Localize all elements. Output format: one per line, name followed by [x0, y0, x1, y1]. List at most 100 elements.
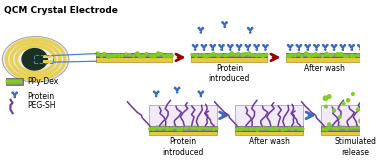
Circle shape: [318, 54, 320, 56]
Circle shape: [250, 29, 251, 31]
Circle shape: [117, 54, 121, 57]
Circle shape: [199, 54, 201, 56]
Circle shape: [338, 115, 341, 118]
Circle shape: [323, 96, 328, 100]
Circle shape: [235, 54, 237, 56]
Circle shape: [245, 45, 246, 46]
Circle shape: [325, 49, 326, 50]
Circle shape: [332, 126, 335, 130]
Circle shape: [281, 128, 284, 131]
Circle shape: [203, 46, 204, 48]
Circle shape: [363, 106, 367, 110]
Circle shape: [325, 46, 326, 48]
Circle shape: [259, 53, 262, 56]
Circle shape: [318, 45, 319, 46]
Circle shape: [235, 128, 238, 131]
Circle shape: [277, 127, 279, 130]
Circle shape: [316, 46, 318, 48]
Bar: [321, 131, 378, 135]
Circle shape: [193, 126, 197, 129]
Circle shape: [261, 54, 265, 58]
Text: QCM Crystal Electrode: QCM Crystal Electrode: [4, 6, 118, 15]
Circle shape: [222, 22, 223, 23]
Circle shape: [260, 126, 263, 130]
Circle shape: [194, 54, 198, 57]
Bar: [191, 53, 267, 57]
Circle shape: [194, 46, 195, 48]
Circle shape: [177, 92, 178, 93]
Circle shape: [300, 45, 302, 46]
Circle shape: [367, 115, 370, 119]
Circle shape: [293, 54, 296, 57]
Circle shape: [358, 45, 359, 46]
Circle shape: [360, 46, 361, 48]
Circle shape: [224, 54, 226, 57]
Circle shape: [174, 87, 176, 89]
Circle shape: [324, 105, 327, 108]
Circle shape: [132, 55, 134, 57]
Circle shape: [12, 80, 15, 83]
Circle shape: [350, 127, 352, 129]
Circle shape: [327, 45, 328, 46]
Circle shape: [212, 46, 213, 48]
Circle shape: [156, 93, 157, 94]
Circle shape: [212, 128, 215, 130]
Circle shape: [107, 55, 110, 58]
Circle shape: [155, 93, 156, 94]
Circle shape: [17, 80, 19, 83]
Circle shape: [298, 49, 299, 50]
Circle shape: [156, 52, 160, 56]
Circle shape: [336, 53, 339, 56]
Circle shape: [325, 52, 328, 56]
Bar: [321, 105, 378, 126]
Bar: [235, 126, 304, 131]
Circle shape: [350, 54, 354, 57]
Circle shape: [226, 53, 229, 56]
Circle shape: [321, 55, 324, 57]
Circle shape: [263, 126, 266, 130]
Circle shape: [177, 89, 178, 90]
Circle shape: [288, 127, 291, 129]
Circle shape: [291, 45, 293, 46]
Circle shape: [289, 46, 290, 48]
Circle shape: [136, 52, 139, 55]
Circle shape: [249, 45, 251, 46]
Circle shape: [344, 45, 345, 46]
Circle shape: [10, 80, 13, 83]
Circle shape: [200, 32, 201, 33]
Circle shape: [179, 127, 183, 131]
Circle shape: [315, 46, 317, 48]
Circle shape: [152, 54, 156, 58]
Circle shape: [255, 54, 258, 57]
Circle shape: [239, 46, 240, 48]
Circle shape: [198, 127, 201, 130]
Circle shape: [264, 46, 266, 48]
Circle shape: [249, 128, 252, 130]
Circle shape: [351, 49, 352, 50]
Circle shape: [221, 49, 222, 50]
Circle shape: [359, 119, 363, 123]
Circle shape: [212, 46, 214, 48]
Circle shape: [205, 54, 208, 58]
Circle shape: [216, 53, 220, 57]
Circle shape: [333, 46, 335, 48]
Text: PEG-SH: PEG-SH: [27, 101, 56, 110]
Circle shape: [170, 127, 173, 130]
Circle shape: [214, 45, 215, 46]
Circle shape: [156, 96, 157, 97]
Circle shape: [248, 46, 249, 48]
Circle shape: [223, 23, 225, 25]
Circle shape: [307, 49, 308, 50]
Circle shape: [362, 45, 363, 46]
Circle shape: [256, 49, 257, 50]
Bar: [321, 126, 378, 131]
Circle shape: [347, 55, 349, 57]
Circle shape: [339, 125, 342, 129]
Circle shape: [14, 96, 15, 98]
Circle shape: [249, 29, 251, 31]
Circle shape: [220, 53, 222, 56]
Circle shape: [287, 54, 290, 58]
Circle shape: [14, 94, 15, 95]
Text: Stimulated
release: Stimulated release: [335, 137, 376, 157]
Circle shape: [241, 53, 244, 56]
